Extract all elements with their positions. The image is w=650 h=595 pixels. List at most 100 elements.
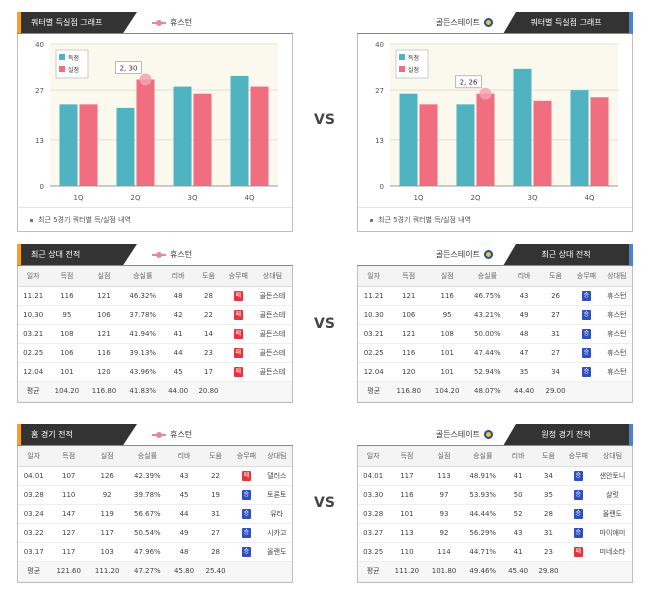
stat-cell: 108: [427, 324, 467, 344]
column-header: 득점: [48, 266, 86, 287]
opponent-cell: 골든스테: [252, 362, 292, 382]
result-cell: 승: [563, 504, 593, 524]
stat-cell: 93: [425, 504, 463, 524]
legend-marker-icon: [152, 251, 166, 258]
average-cell: 104.20: [48, 381, 86, 402]
result-badge: 승: [581, 309, 591, 320]
stat-cell: 56.29%: [462, 523, 503, 543]
column-header: 도움: [533, 446, 564, 467]
stat-cell: 10.30: [358, 305, 390, 325]
table-row: 03.17 117 103 47.96% 48 28 승 올랜도: [18, 542, 292, 562]
column-header: 승무패: [571, 266, 602, 287]
table-row: 10.30 106 95 43.21% 49 27 승 휴스턴: [358, 305, 632, 325]
stat-cell: 35: [533, 485, 564, 505]
result-cell: 패: [231, 466, 262, 486]
result-cell: 승: [571, 324, 602, 344]
stat-cell: 116: [388, 485, 426, 505]
column-header: 일자: [358, 446, 389, 467]
column-header: 승무패: [563, 446, 593, 467]
table-row: 12.04 101 120 43.96% 45 17 패 골든스테: [18, 362, 292, 382]
table-row: 10.30 95 106 37.78% 42 22 패 골든스테: [18, 305, 292, 325]
opponent-cell: 골든스테: [252, 343, 292, 363]
result-cell: 승: [231, 523, 262, 543]
chart-note: 최근 5경기 쿼터별 득/실점 내역: [18, 207, 292, 231]
stat-cell: 27: [199, 523, 232, 543]
column-header: 득점: [389, 266, 428, 287]
table-row: 03.28 101 93 44.44% 52 28 승 올랜도: [358, 504, 632, 524]
column-header: 실점: [85, 266, 123, 287]
table-row: 03.21 121 108 50.00% 48 31 승 휴스턴: [358, 324, 632, 344]
opponent-cell: 토론토: [261, 485, 292, 505]
panel-header: 홈 경기 전적 휴스턴: [17, 424, 293, 446]
bar-scored: [230, 75, 249, 186]
stats-table: 일자 득점 실점 승실률 리바 도움 승무패 상대팀 04.01 117 113 48.91% 41 34…: [358, 446, 632, 582]
table-row: 03.30 116 97 53.93% 50 35 승 샬럿: [358, 485, 632, 505]
stat-cell: 27: [539, 343, 572, 363]
opponent-cell: 시카고: [261, 523, 292, 543]
table-row: 03.22 127 117 50.54% 49 27 승 시카고: [18, 523, 292, 543]
bar-scored: [399, 93, 418, 186]
bar-scored: [456, 104, 475, 186]
bar-allowed: [193, 93, 212, 186]
opponent-cell: 골든스테: [252, 324, 292, 344]
x-tick-label: 2Q: [471, 194, 481, 202]
team-name: 골든스테이트: [435, 250, 480, 259]
stat-cell: 42: [162, 305, 194, 325]
team-name: 휴스턴: [170, 18, 193, 27]
stat-cell: 53.93%: [462, 485, 503, 505]
opponent-cell: 골든스테: [252, 305, 292, 325]
legend-marker-icon: [152, 19, 166, 26]
stat-cell: 106: [48, 343, 86, 363]
table-row: 04.01 107 126 42.39% 43 22 패 댈러스: [18, 466, 292, 486]
average-cell: 111.20: [388, 561, 426, 582]
panel-header: 골든스테이트 원정 경기 전적: [357, 424, 633, 446]
team-legend: 골든스테이트: [436, 17, 493, 28]
average-cell: [571, 381, 602, 402]
stat-cell: 49: [168, 523, 200, 543]
stat-cell: 17: [193, 362, 224, 382]
stat-cell: 120: [389, 362, 428, 382]
tooltip-label: 2, 30: [120, 65, 138, 73]
average-cell: 평균: [18, 381, 49, 402]
result-badge: 승: [573, 489, 583, 500]
bar-allowed: [250, 86, 269, 186]
column-header: 승무패: [223, 266, 253, 287]
average-cell: 116.80: [389, 381, 428, 402]
stat-cell: 04.01: [18, 466, 50, 486]
stat-cell: 50: [502, 485, 534, 505]
result-cell: 승: [571, 362, 602, 382]
column-header: 득점: [49, 446, 88, 467]
stat-cell: 37.78%: [122, 305, 163, 325]
stat-cell: 11.21: [358, 286, 390, 306]
column-header: 승무패: [231, 446, 262, 467]
stat-cell: 45: [168, 485, 200, 505]
stat-cell: 116: [85, 343, 123, 363]
column-header: 일자: [358, 266, 390, 287]
away-panel-right: 골든스테이트 원정 경기 전적 일자 득점 실점 승실률 리바 도움 승무패 상대팀 04.01…: [357, 424, 633, 583]
stat-cell: 127: [49, 523, 88, 543]
column-header: 승실률: [122, 266, 163, 287]
average-cell: [231, 561, 262, 582]
result-badge: 승: [241, 546, 251, 557]
team-logo-icon: [484, 250, 493, 259]
result-badge: 패: [233, 347, 243, 358]
stat-cell: 116: [389, 343, 428, 363]
stat-cell: 31: [199, 504, 232, 524]
opponent-cell: 골든스테: [252, 286, 292, 306]
stat-cell: 47.96%: [126, 542, 169, 562]
stat-cell: 43.96%: [122, 362, 163, 382]
stat-cell: 28: [193, 286, 224, 306]
table-row: 11.21 116 121 46.32% 48 28 패 골든스테: [18, 286, 292, 306]
stat-cell: 03.25: [358, 542, 389, 562]
average-cell: 104.20: [427, 381, 467, 402]
result-cell: 패: [223, 343, 253, 363]
bar-scored: [59, 104, 78, 186]
panel-tab-title: 원정 경기 전적: [503, 424, 633, 446]
stats-table: 일자 득점 실점 승실률 리바 도움 승무패 상대팀 04.01 107 126 42.39% 43 22…: [18, 446, 292, 582]
result-badge: 승: [241, 527, 251, 538]
stat-cell: 35: [508, 362, 540, 382]
panel-tab-title: 쿼터별 득실점 그래프: [17, 12, 137, 34]
column-header: 득점: [388, 446, 426, 467]
stat-cell: 92: [425, 523, 463, 543]
quarter-panel-right: 골든스테이트 쿼터별 득실점 그래프 0 13 27 40 1Q 2Q 3Q 4Q 득점 실점 2,…: [357, 12, 633, 232]
